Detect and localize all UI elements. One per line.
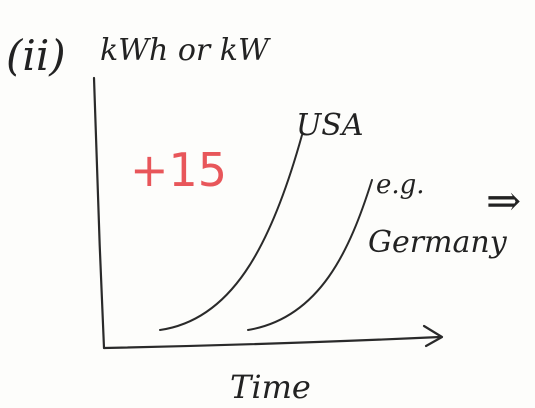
implies-arrow: ⇒ <box>486 176 521 225</box>
part-label: (ii) <box>6 31 66 80</box>
usa-label: USA <box>296 108 364 143</box>
y-axis-label: kWh or kW <box>100 33 271 68</box>
germany-label: Germany <box>368 225 508 260</box>
curve-usa <box>159 134 303 331</box>
germany-label-eg: e.g. <box>376 170 425 200</box>
score-mark: +15 <box>130 143 227 197</box>
x-axis-label: Time <box>230 368 311 406</box>
y-axis <box>92 76 106 350</box>
x-axis-arrowhead <box>422 324 444 348</box>
x-axis <box>102 335 442 350</box>
curve-germany <box>247 179 373 331</box>
